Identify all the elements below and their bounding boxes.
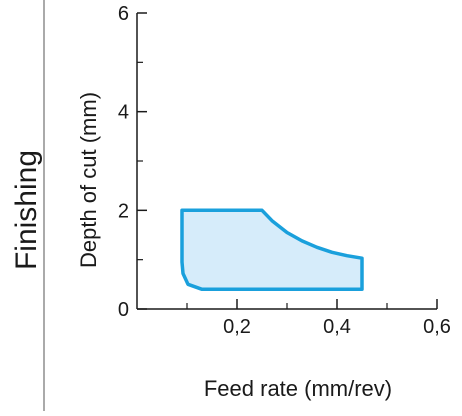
operating-region xyxy=(180,208,364,292)
tick-marks xyxy=(137,12,438,310)
y-tick-label: 6 xyxy=(118,3,129,25)
x-tick-label: 0,4 xyxy=(323,316,351,338)
finishing-region-area xyxy=(180,208,364,292)
x-tick-label: 0,6 xyxy=(423,316,451,338)
y-tick-label: 4 xyxy=(118,102,129,124)
x-axis-label: Feed rate (mm/rev) xyxy=(204,376,392,401)
y-tick-label: 2 xyxy=(118,200,129,222)
y-axis-label: Depth of cut (mm) xyxy=(76,92,101,268)
x-tick-label: 0,2 xyxy=(223,316,251,338)
tick-labels: 0 2 4 6 0,2 0,4 0,6 xyxy=(118,3,451,338)
y-tick-label: 0 xyxy=(118,299,129,321)
section-label-finishing: Finishing xyxy=(10,150,43,270)
